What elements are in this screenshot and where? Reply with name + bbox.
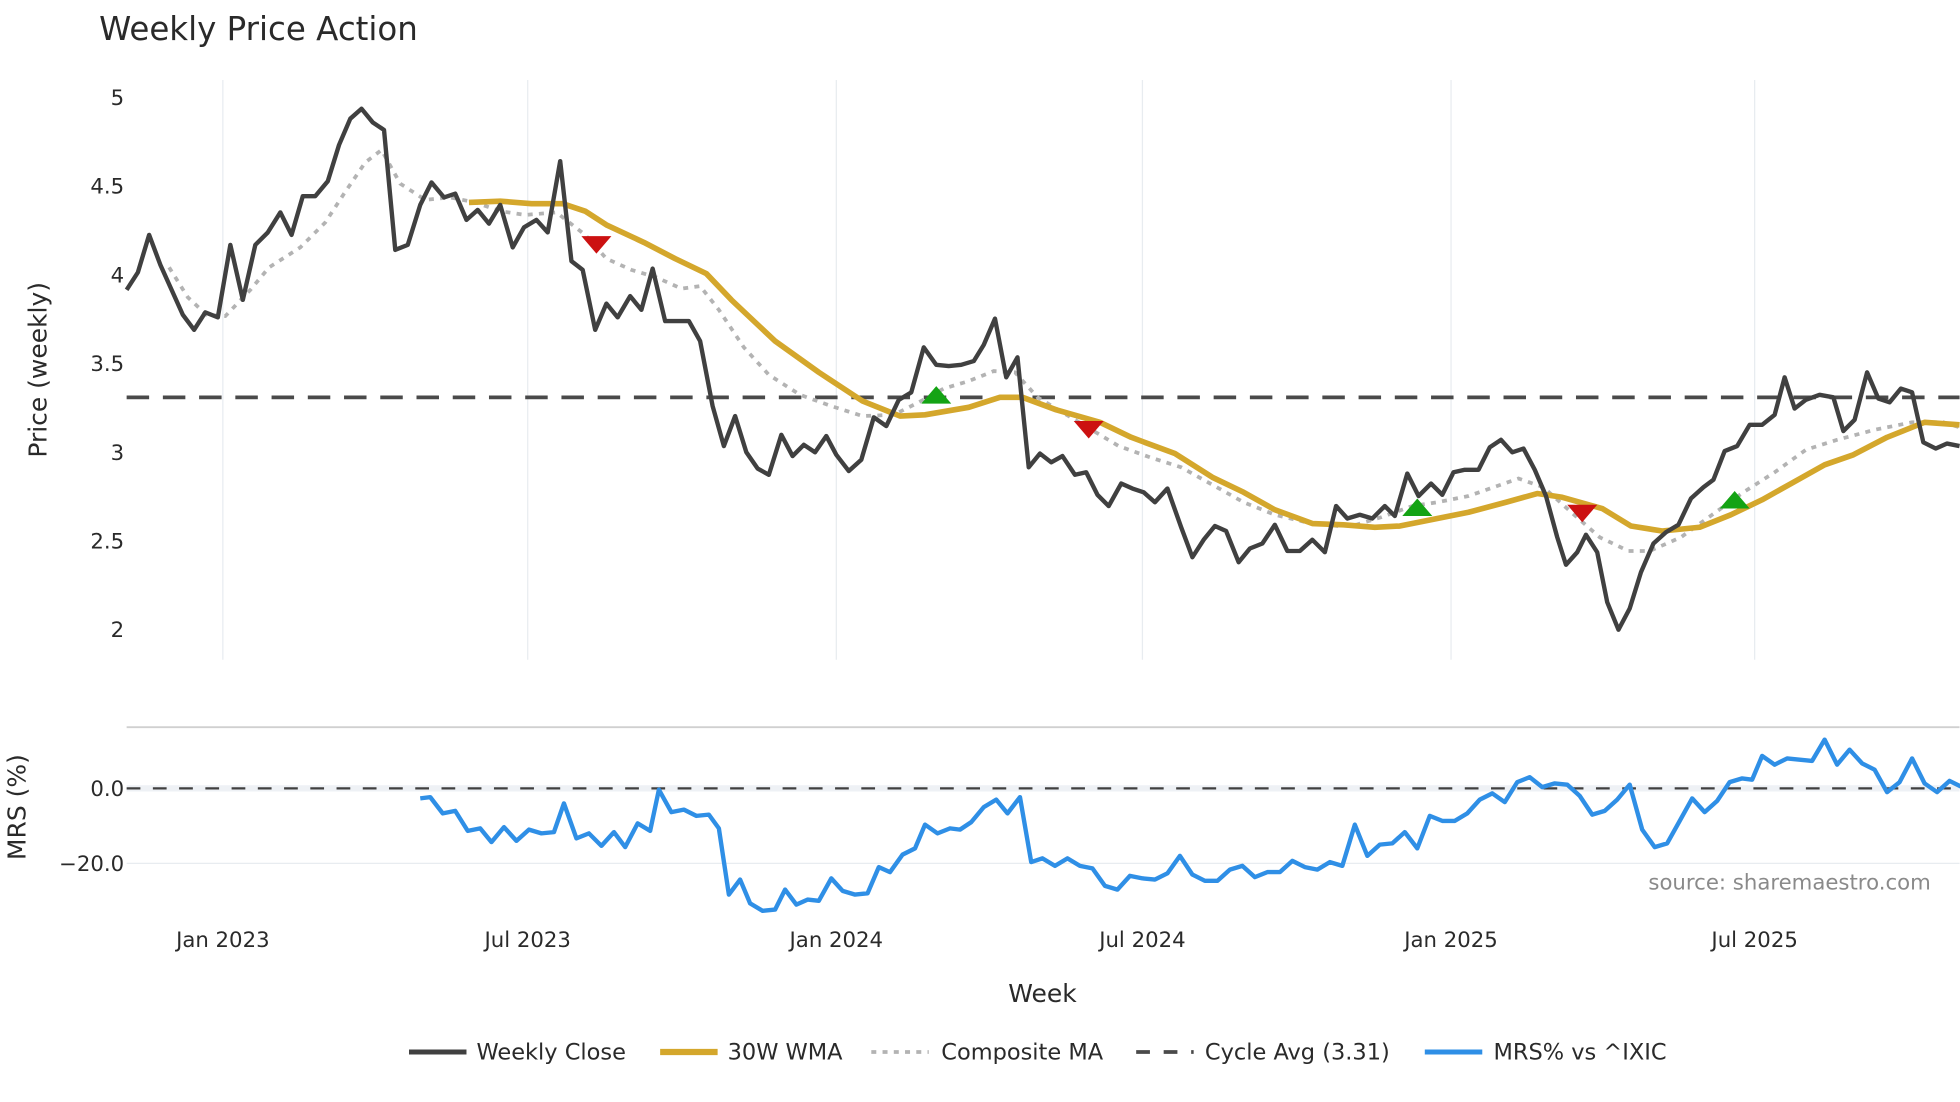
mrs-y-axis-title: MRS (%) [2,754,31,860]
mrs-line [419,737,1960,914]
svg-text:3: 3 [111,441,125,466]
legend-item-cycle-avg[interactable]: Cycle Avg (3.31) [1136,1040,1390,1066]
svg-text:30W WMA: 30W WMA [728,1040,844,1066]
chart-title: Weekly Price Action [99,10,418,48]
svg-text:4.5: 4.5 [90,175,124,200]
legend-item-composite-ma[interactable]: Composite MA [871,1040,1104,1066]
legend: Weekly Close 30W WMA Composite MA Cycle … [409,1040,1667,1066]
source-annotation: source: sharemaestro.com [1648,871,1930,896]
svg-text:Jul 2025: Jul 2025 [1709,928,1797,953]
svg-text:Weekly Close: Weekly Close [476,1040,625,1066]
wma-30w-line [468,198,1960,534]
sell-signal-marker [1567,504,1598,523]
price-y-axis-title: Price (weekly) [24,282,53,458]
x-axis-title: Week [1008,979,1077,1008]
svg-text:2: 2 [111,618,125,643]
svg-text:2.5: 2.5 [90,530,124,555]
legend-item-weekly-close[interactable]: Weekly Close [409,1040,626,1066]
buy-signal-marker [1402,498,1433,517]
mrs-y-ticks: 0.0 −20.0 [59,777,124,877]
svg-text:Composite MA: Composite MA [941,1040,1103,1066]
svg-text:MRS% vs ^IXIC: MRS% vs ^IXIC [1494,1040,1667,1066]
svg-text:Jul 2023: Jul 2023 [482,928,570,953]
svg-text:4: 4 [111,263,125,288]
legend-item-30w-wma[interactable]: 30W WMA [660,1040,843,1066]
x-ticks: Jan 2023 Jul 2023 Jan 2024 Jul 2024 Jan … [174,928,1798,953]
svg-text:0.0: 0.0 [90,777,124,802]
legend-item-mrs[interactable]: MRS% vs ^IXIC [1424,1040,1667,1066]
composite-ma-line [167,147,1960,553]
svg-text:−20.0: −20.0 [59,852,124,877]
svg-text:Cycle Avg (3.31): Cycle Avg (3.31) [1205,1040,1390,1066]
svg-text:Jan 2024: Jan 2024 [788,928,884,953]
svg-text:Jan 2023: Jan 2023 [174,928,270,953]
svg-text:3.5: 3.5 [90,352,124,377]
sell-signal-marker [581,236,612,254]
svg-text:Jan 2025: Jan 2025 [1402,928,1498,953]
svg-text:Jul 2024: Jul 2024 [1097,928,1185,953]
buy-signal-marker [1719,491,1750,509]
weekly-close-line [124,106,1960,632]
signal-markers [581,236,1750,523]
svg-text:5: 5 [111,86,125,111]
price-y-ticks: 5 4.5 4 3.5 3 2.5 2 [90,86,124,643]
price-grid [222,79,1756,660]
sell-signal-marker [1073,421,1104,439]
buy-signal-marker [921,386,952,404]
